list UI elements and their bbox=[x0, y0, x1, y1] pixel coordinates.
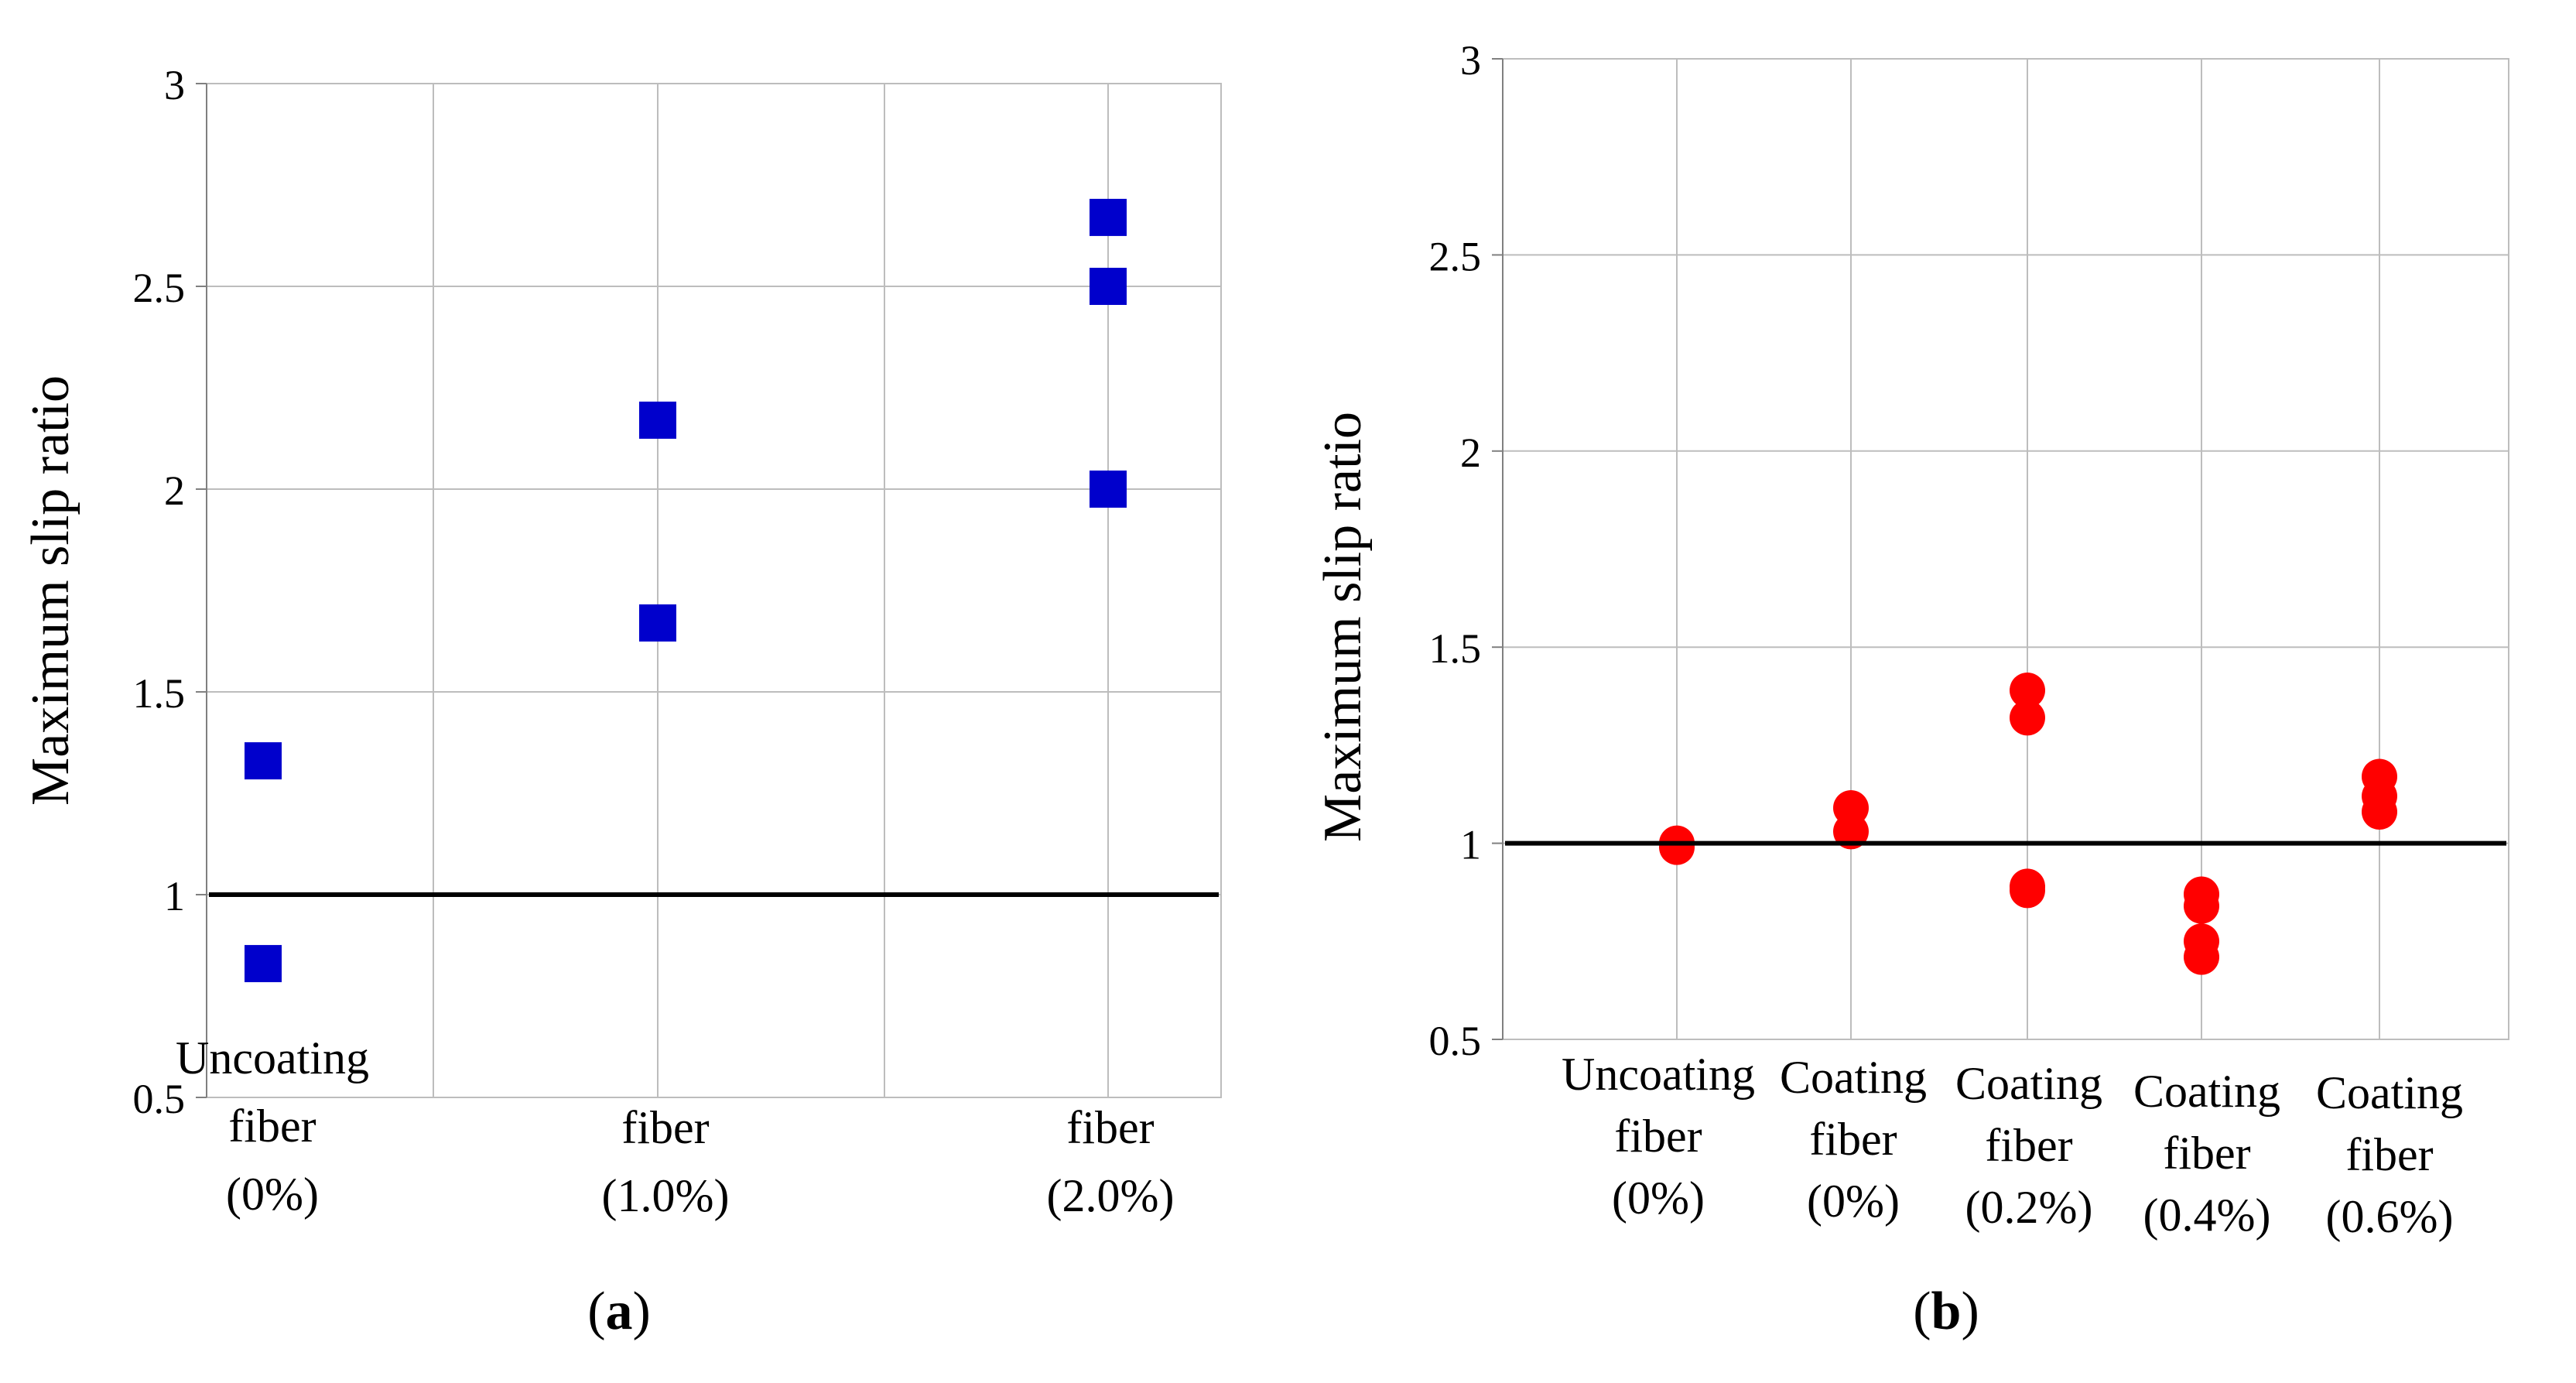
grid-a bbox=[207, 83, 1221, 1098]
data-points-a bbox=[245, 198, 1127, 983]
data-point-circle bbox=[2362, 794, 2397, 830]
data-point-circle bbox=[2010, 700, 2045, 736]
data-point-square bbox=[1090, 198, 1127, 236]
x-labels-b: Uncoating fiber (0%) Coating fiber (0%) Coatin… bbox=[1562, 1049, 2463, 1242]
x-category-label-line: fiber bbox=[1809, 1114, 1897, 1165]
data-point-circle bbox=[2010, 872, 2045, 909]
y-ticks-b: 0.5 1 1.5 2 2.5 3 bbox=[1429, 37, 1503, 1064]
data-point-square bbox=[639, 401, 676, 439]
grid-b bbox=[1503, 58, 2509, 1040]
panel-label-letter: a bbox=[606, 1282, 633, 1341]
y-axis-label-a: Maximum slip ratio bbox=[21, 375, 80, 806]
x-category-label-line: fiber bbox=[621, 1102, 709, 1153]
data-point-circle bbox=[2184, 939, 2219, 975]
x-category-label-line: fiber bbox=[1066, 1102, 1154, 1153]
data-point-square bbox=[639, 604, 676, 642]
panel-label-a: (a) bbox=[587, 1282, 651, 1341]
panel-label-paren: ( bbox=[1913, 1282, 1931, 1341]
x-category-label-line: Uncoating bbox=[176, 1032, 369, 1083]
x-category-label-line: (2.0%) bbox=[1047, 1170, 1175, 1221]
data-point-square bbox=[245, 945, 282, 983]
x-category-label-line: fiber bbox=[2163, 1128, 2250, 1179]
x-labels-a: Uncoating fiber (0%) fiber (1.0%) fiber (2.0%) bbox=[176, 1032, 1174, 1221]
y-tick-label: 0.5 bbox=[1429, 1018, 1482, 1064]
x-category-label-line: (0.4%) bbox=[2143, 1190, 2271, 1241]
x-category-label-line: fiber bbox=[228, 1101, 316, 1152]
x-category-label-line: fiber bbox=[1614, 1111, 1702, 1162]
x-category-label-line: (0%) bbox=[1612, 1172, 1705, 1224]
x-category-label-line: Coating bbox=[1955, 1058, 2102, 1109]
panel-label-paren: ) bbox=[633, 1282, 651, 1341]
data-point-square bbox=[1090, 471, 1127, 508]
y-ticks-a: 0.5 1 1.5 2 2.5 3 bbox=[133, 62, 207, 1122]
panel-label-paren: ( bbox=[587, 1282, 605, 1341]
x-category-label-line: (0%) bbox=[1807, 1176, 1900, 1227]
panel-label-letter: b bbox=[1931, 1282, 1962, 1341]
x-category-label-line: (1.0%) bbox=[602, 1170, 730, 1221]
x-category-label-line: Coating bbox=[2133, 1066, 2280, 1117]
y-tick-label: 1 bbox=[1460, 822, 1481, 868]
x-category-label-line: Coating bbox=[2316, 1067, 2463, 1118]
y-tick-label: 3 bbox=[164, 62, 185, 108]
data-point-circle bbox=[2010, 672, 2045, 708]
x-category-label-line: (0%) bbox=[226, 1169, 319, 1220]
x-category-label-line: Coating bbox=[1780, 1052, 1927, 1103]
chart-panel-b: 0.5 1 1.5 2 2.5 3 Uncoating fiber (0%) Coating fi… bbox=[1313, 37, 2509, 1341]
chart-panel-a: 0.5 1 1.5 2 2.5 3 Uncoating fiber (0%) fiber (1.0… bbox=[21, 62, 1222, 1341]
data-point-circle bbox=[1659, 829, 1695, 865]
panel-label-b: (b) bbox=[1913, 1282, 1979, 1341]
panel-label-paren: ) bbox=[1961, 1282, 1979, 1341]
x-category-label-line: Uncoating bbox=[1562, 1049, 1755, 1100]
plot-area-a bbox=[206, 83, 1222, 1098]
y-tick-label: 2.5 bbox=[133, 265, 186, 311]
y-tick-label: 1.5 bbox=[1429, 625, 1482, 672]
plot-area-b bbox=[1502, 58, 2509, 1040]
data-points-b bbox=[1659, 672, 2397, 975]
y-tick-label: 2.5 bbox=[1429, 233, 1482, 279]
x-category-label-line: (0.2%) bbox=[1965, 1182, 2093, 1233]
data-point-circle bbox=[1833, 813, 1869, 850]
data-point-square bbox=[245, 742, 282, 780]
y-tick-label: 0.5 bbox=[133, 1076, 186, 1122]
y-tick-label: 1 bbox=[164, 873, 185, 919]
x-category-label-line: (0.6%) bbox=[2326, 1191, 2454, 1242]
y-axis-label-b: Maximum slip ratio bbox=[1313, 412, 1373, 842]
y-tick-label: 2 bbox=[164, 467, 185, 514]
x-category-label-line: fiber bbox=[1985, 1120, 2072, 1171]
y-tick-label: 3 bbox=[1460, 37, 1481, 84]
y-tick-label: 1.5 bbox=[133, 670, 186, 717]
data-point-circle bbox=[2184, 888, 2219, 924]
data-point-square bbox=[1090, 268, 1127, 305]
y-tick-label: 2 bbox=[1460, 430, 1481, 476]
x-category-label-line: fiber bbox=[2345, 1129, 2433, 1180]
